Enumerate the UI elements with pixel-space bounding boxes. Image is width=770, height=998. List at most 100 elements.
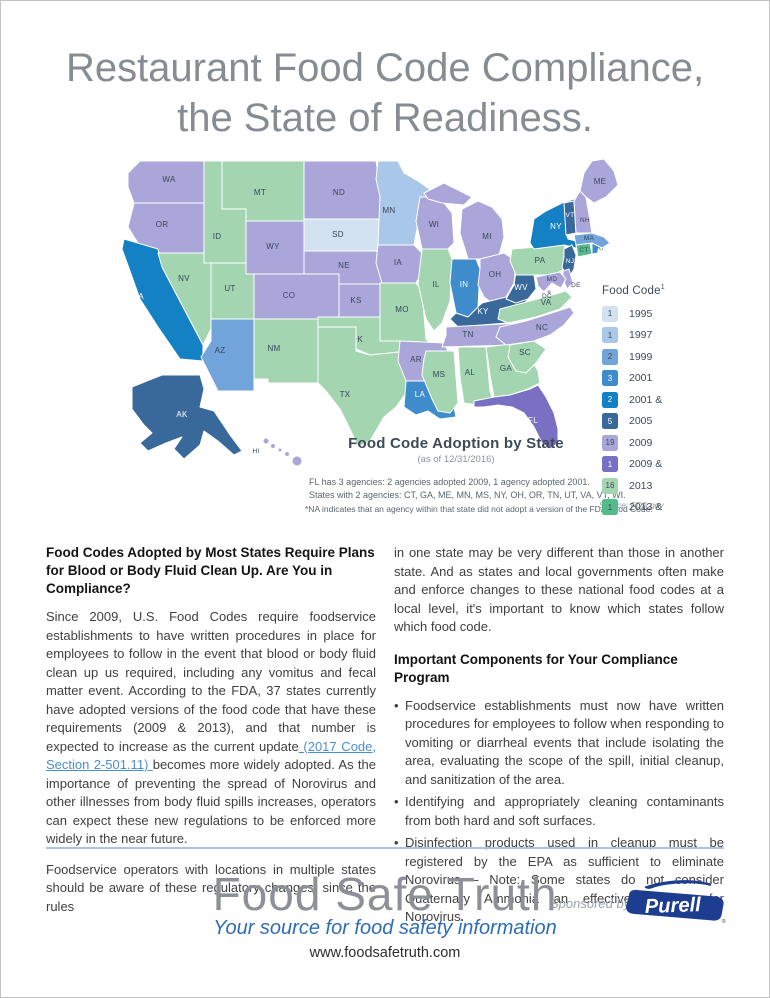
legend-year-label: 1995 bbox=[629, 307, 653, 320]
map-notes: FL has 3 agencies: 2 agencies adopted 20… bbox=[309, 476, 626, 501]
bullet-dot: • bbox=[394, 794, 399, 809]
state-label-WY: WY bbox=[266, 242, 280, 251]
legend-row: 19 2009 bbox=[602, 434, 752, 451]
legend-title-footnote-mark: 1 bbox=[660, 284, 665, 291]
paragraph-text: Since 2009, U.S. Food Codes require food… bbox=[46, 609, 376, 754]
legend-year-label: 2001 bbox=[629, 372, 653, 385]
legend-row: 3 2001 bbox=[602, 370, 752, 387]
article-right-paragraph-1: in one state may be very different than … bbox=[394, 545, 724, 634]
state-shape-ME bbox=[579, 158, 619, 204]
state-shape-NH bbox=[573, 190, 593, 234]
state-label-MS: MS bbox=[433, 370, 446, 379]
state-shape-NC bbox=[495, 306, 575, 346]
state-shape-MI bbox=[423, 182, 473, 206]
legend-color-swatch: 1 bbox=[602, 499, 618, 516]
state-shape-TX bbox=[317, 326, 421, 448]
legend-row: 5 2005 bbox=[602, 413, 752, 430]
state-shape-MA bbox=[573, 232, 611, 249]
article-left-column: Food Codes Adopted by Most States Requir… bbox=[46, 544, 376, 931]
state-label-SD: SD bbox=[332, 230, 344, 239]
state-shape-FL bbox=[473, 384, 559, 450]
legend-color-swatch: 1 bbox=[602, 456, 618, 473]
state-shape-AK bbox=[131, 374, 243, 460]
paragraph-text: becomes more widely adopted. As the impo… bbox=[46, 757, 376, 846]
us-states-map: WA OR CA NV ID MT WY UT AZ CO NM ND SD NE KS OK TX MN IA MO… bbox=[121, 158, 619, 467]
state-label-NE: NE bbox=[338, 261, 350, 270]
legend-title-text: Food Code bbox=[602, 284, 661, 297]
legend-year-label: 1999 bbox=[629, 350, 653, 363]
state-label-TX: TX bbox=[340, 390, 351, 399]
state-label-NC: NC bbox=[536, 323, 548, 332]
state-label-NJ: NJ bbox=[566, 258, 575, 265]
state-label-ND: ND bbox=[333, 188, 345, 197]
state-shape-MD bbox=[535, 271, 567, 293]
state-shape-DC bbox=[546, 289, 552, 295]
state-label-NV: NV bbox=[178, 274, 190, 283]
state-label-IL: IL bbox=[432, 280, 440, 289]
state-shape-SC bbox=[507, 340, 547, 374]
legend-year-label: 2013 & bbox=[629, 501, 663, 514]
state-shape-MI bbox=[459, 200, 505, 260]
legend-color-swatch: 2 bbox=[602, 391, 618, 408]
legend-color-swatch: 3 bbox=[602, 370, 618, 387]
article-left-paragraph-2: Foodservice operators with locations in … bbox=[46, 861, 376, 914]
state-label-MN: MN bbox=[382, 206, 395, 215]
state-shape-MS bbox=[421, 350, 459, 414]
state-label-LA: LA bbox=[415, 390, 426, 399]
article-right-column: in one state may be very different than … bbox=[394, 544, 724, 931]
state-label-IA: IA bbox=[394, 258, 403, 267]
page-title-line2: the State of Readiness. bbox=[177, 96, 593, 140]
state-label-MT: MT bbox=[254, 188, 266, 197]
purell-wordmark: Purell bbox=[644, 894, 701, 918]
state-label-IN: IN bbox=[460, 280, 469, 289]
state-label-AK: AK bbox=[176, 410, 188, 419]
purell-banner-shape bbox=[626, 889, 724, 921]
legend-rows: 1 1995 1 1997 2 1999 3 2001 2 2001 & 5 2005 19 2009 1 2… bbox=[602, 305, 752, 516]
legend-year-label: 2013 bbox=[629, 479, 653, 492]
state-label-GA: GA bbox=[500, 364, 513, 373]
legend-title: Food Code1 bbox=[602, 284, 752, 297]
article-left-paragraph-1: Since 2009, U.S. Food Codes require food… bbox=[46, 608, 376, 849]
article: Food Codes Adopted by Most States Requir… bbox=[46, 544, 724, 931]
bullet-text: Disinfection products used in cleanup mu… bbox=[405, 835, 724, 924]
state-shape-VA bbox=[497, 290, 573, 324]
legend-row: 16 2013 bbox=[602, 477, 752, 494]
footer-tagline: Your source for food safety information bbox=[213, 917, 557, 939]
legend-color-swatch: 16 bbox=[602, 477, 618, 494]
state-label-CA: CA bbox=[132, 292, 144, 301]
footer-brand: Food Safe Truth bbox=[212, 868, 558, 920]
state-shape-HI bbox=[277, 447, 283, 453]
page-title-line1: Restaurant Food Code Compliance, bbox=[65, 46, 705, 90]
state-shape-HI bbox=[284, 451, 290, 457]
map-note-na: *NA indicates that an agency within that… bbox=[305, 504, 653, 514]
state-label-DC: DC bbox=[542, 293, 552, 300]
state-label-VT: VT bbox=[566, 212, 575, 219]
legend-row: 1 2009 & bbox=[602, 456, 752, 473]
state-label-VA: VA bbox=[541, 298, 552, 307]
state-label-NH: NH bbox=[580, 217, 590, 224]
state-label-PA: PA bbox=[535, 256, 546, 265]
state-shape-HI bbox=[291, 455, 303, 467]
state-shape-CO bbox=[253, 273, 340, 320]
legend-row: 2 1999 bbox=[602, 348, 752, 365]
state-label-WA: WA bbox=[162, 175, 176, 184]
legend-year-label: 1997 bbox=[629, 329, 653, 342]
footer-divider bbox=[46, 847, 724, 849]
registered-mark: ® bbox=[722, 918, 726, 925]
map-title: Food Code Adoption by State bbox=[348, 435, 564, 452]
legend-year-label: 2009 bbox=[629, 436, 653, 449]
page-title: Restaurant Food Code Compliance, the Sta… bbox=[1, 43, 769, 143]
map-note-2: States with 2 agencies: CT, GA, ME, MN, … bbox=[309, 489, 626, 500]
legend-color-swatch: 5 bbox=[602, 413, 618, 430]
bullet-dot: • bbox=[394, 835, 399, 850]
state-label-SC: SC bbox=[519, 348, 531, 357]
state-label-DE: DE bbox=[571, 282, 581, 289]
food-code-section-link[interactable]: (2017 Code, Section 2-501.11) bbox=[46, 738, 376, 773]
legend-color-swatch: 19 bbox=[602, 434, 618, 451]
state-label-KY: KY bbox=[477, 307, 489, 316]
state-label-WI: WI bbox=[429, 220, 439, 229]
state-label-TN: TN bbox=[462, 330, 473, 339]
footer-url: www.foodsafetruth.com bbox=[309, 945, 461, 961]
state-label-ID: ID bbox=[213, 232, 222, 241]
legend-row: 1 2013 & bbox=[602, 499, 752, 516]
